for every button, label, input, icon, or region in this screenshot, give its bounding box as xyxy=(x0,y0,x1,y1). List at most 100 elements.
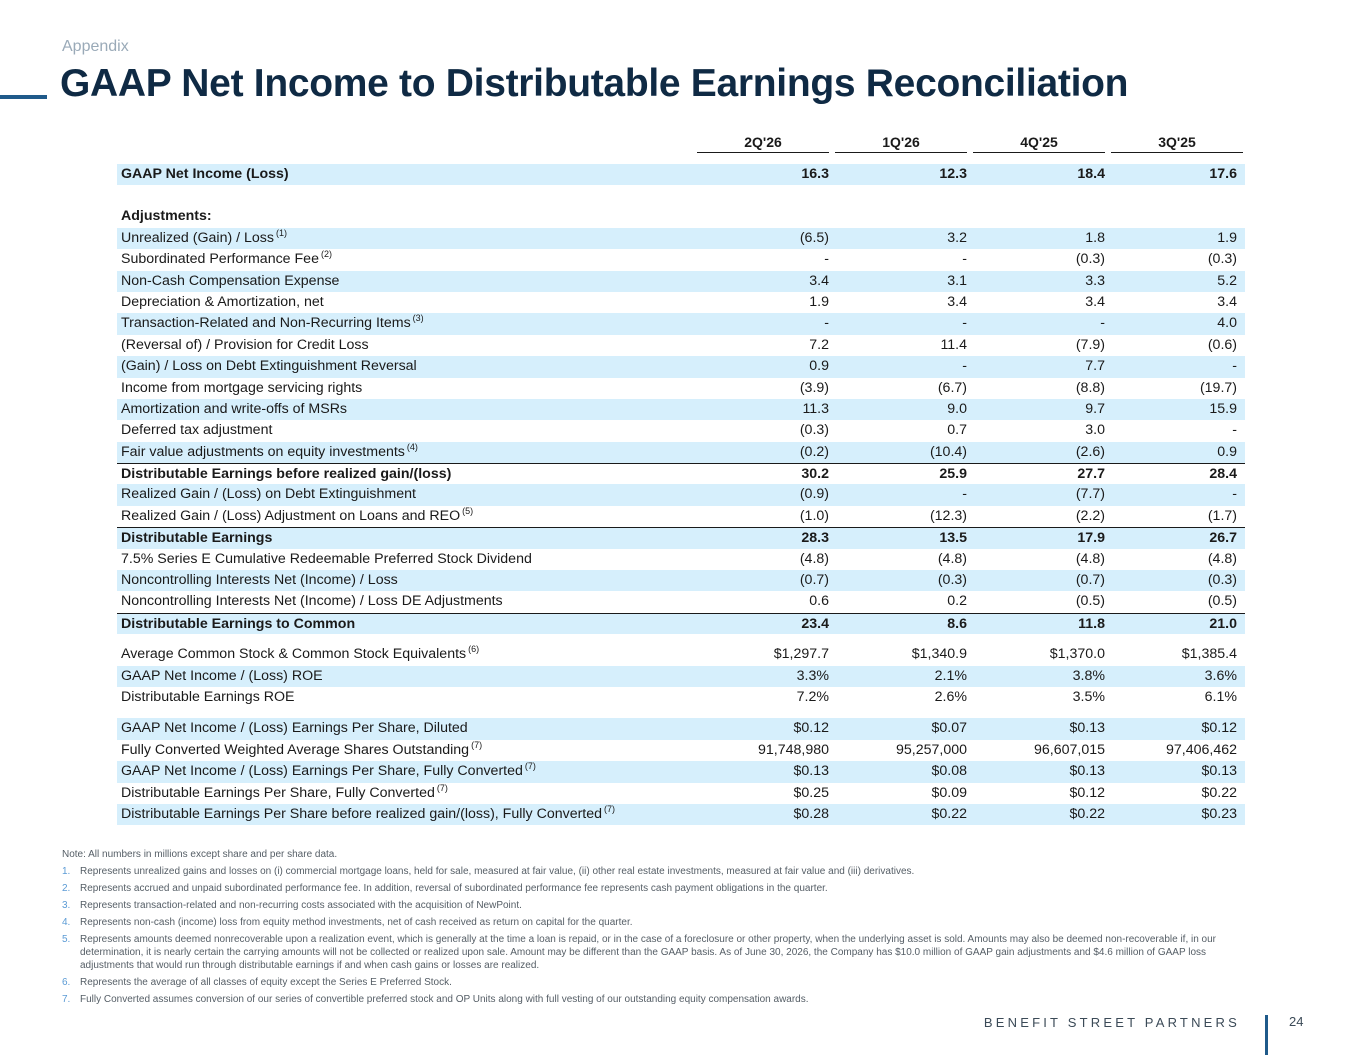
de-to-common-row: Distributable Earnings to Common 23.4 8.6 1… xyxy=(117,612,1245,635)
row-value: 0.7 xyxy=(947,422,967,439)
row-label: Realized Gain / (Loss) Adjustment on Loa… xyxy=(121,506,473,527)
row-label: 7.5% Series E Cumulative Redeemable Pref… xyxy=(121,549,532,570)
row-label-text: Realized Gain / (Loss) Adjustment on Loa… xyxy=(121,507,461,524)
row-label: GAAP Net Income / (Loss) Earnings Per Sh… xyxy=(121,761,536,782)
row-value: 18.4 xyxy=(1077,166,1105,182)
row-label: Non-Cash Compensation Expense xyxy=(121,271,339,292)
footnote-ref: (1) xyxy=(275,227,287,238)
row-value: (0.2) xyxy=(799,443,829,460)
row-value: 3.4 xyxy=(809,272,829,289)
row-label-text: Distributable Earnings ROE xyxy=(121,688,295,705)
row-value: $0.23 xyxy=(1201,805,1237,822)
row-label-text: GAAP Net Income (Loss) xyxy=(121,166,289,182)
row-value: 26.7 xyxy=(1209,530,1237,547)
row-value: (0.9) xyxy=(799,486,829,503)
row-label: Unrealized (Gain) / Loss (1) xyxy=(121,228,287,249)
row-value: 0.6 xyxy=(809,593,829,610)
footnote-number: 6. xyxy=(62,977,71,988)
row-label: (Reversal of) / Provision for Credit Los… xyxy=(121,335,369,356)
row-value: 3.1 xyxy=(947,272,967,289)
row-value: 3.2 xyxy=(947,229,967,246)
row-value: $1,370.0 xyxy=(1049,646,1105,663)
row-value: 11.8 xyxy=(1078,615,1105,632)
footnote-text: Fully Converted assumes conversion of ou… xyxy=(80,994,809,1005)
row-value: 96,607,015 xyxy=(1033,741,1105,758)
table-row: Fair value adjustments on equity investm… xyxy=(117,441,1245,464)
row-label-text: Noncontrolling Interests Net (Income) / … xyxy=(121,572,398,589)
row-value: $0.22 xyxy=(1069,805,1105,822)
table-row: Subordinated Performance Fee (2) - - (0.3) (0… xyxy=(117,249,1245,270)
footnote-number: 1. xyxy=(62,866,71,877)
row-label-text: Average Common Stock & Common Stock Equi… xyxy=(121,646,467,663)
footer-brand: BENEFIT STREET PARTNERS xyxy=(983,1015,1240,1030)
row-label: Amortization and write-offs of MSRs xyxy=(121,399,347,420)
row-spacer xyxy=(117,708,1245,718)
table-row: Realized Gain / (Loss) Adjustment on Loa… xyxy=(117,506,1245,527)
row-label: Distributable Earnings Per Share before … xyxy=(121,804,615,825)
row-value: 25.9 xyxy=(939,466,967,483)
row-label-text: Non-Cash Compensation Expense xyxy=(121,272,340,289)
row-label-text: Transaction-Related and Non-Recurring It… xyxy=(121,315,411,332)
row-value: 15.9 xyxy=(1209,400,1237,417)
row-label-text: Amortization and write-offs of MSRs xyxy=(121,400,348,417)
row-value: 17.6 xyxy=(1209,166,1237,182)
row-value: (7.9) xyxy=(1075,336,1105,353)
row-value: $0.13 xyxy=(793,763,829,780)
footnotes: Note: All numbers in millions except sha… xyxy=(62,848,1262,1010)
row-label: (Gain) / Loss on Debt Extinguishment Rev… xyxy=(121,356,417,377)
row-value: 28.3 xyxy=(801,530,829,547)
row-value: (0.3) xyxy=(937,572,967,589)
row-value: $0.22 xyxy=(931,805,967,822)
row-spacer xyxy=(117,634,1245,644)
row-value: $0.07 xyxy=(931,720,967,737)
row-value: $0.13 xyxy=(1069,720,1105,737)
footnote-number: 7. xyxy=(62,994,71,1005)
row-value: (4.8) xyxy=(1075,550,1105,567)
row-value: (0.3) xyxy=(799,422,829,439)
row-value: 17.9 xyxy=(1077,530,1105,547)
row-label-text: Unrealized (Gain) / Loss xyxy=(121,229,274,246)
table-row: Non-Cash Compensation Expense 3.4 3.1 3.3 5.… xyxy=(117,270,1245,292)
row-label: Deferred tax adjustment xyxy=(121,420,272,441)
row-label: Realized Gain / (Loss) on Debt Extinguis… xyxy=(121,484,416,505)
row-label-text: Distributable Earnings to Common xyxy=(121,615,356,632)
row-value: - xyxy=(1100,315,1105,332)
page-title: GAAP Net Income to Distributable Earning… xyxy=(60,62,1129,105)
row-label-text: Deferred tax adjustment xyxy=(121,422,273,439)
column-header: 1Q'26 xyxy=(835,134,967,153)
row-value: - xyxy=(962,358,967,375)
table-row: GAAP Net Income / (Loss) ROE 3.3% 2.1% 3.8%… xyxy=(117,665,1245,687)
row-value: $1,385.4 xyxy=(1181,646,1237,663)
row-value: 3.0 xyxy=(1085,422,1105,439)
row-value: 0.9 xyxy=(809,358,829,375)
table-row: Noncontrolling Interests Net (Income) / … xyxy=(117,570,1245,592)
row-value: (19.7) xyxy=(1199,379,1237,396)
row-value: 11.3 xyxy=(802,400,829,417)
footnote-item: 5. Represents amounts deemed nonrecoverab… xyxy=(62,933,1262,972)
row-label-text: GAAP Net Income / (Loss) Earnings Per Sh… xyxy=(121,720,468,737)
row-value: 11.4 xyxy=(940,336,967,353)
reconciliation-table: 2Q'26 1Q'26 4Q'25 3Q'25 GAAP Net Income (Los… xyxy=(117,134,1245,826)
row-value: $0.12 xyxy=(793,720,829,737)
row-value: 2.1% xyxy=(934,667,967,684)
row-value: (6.7) xyxy=(937,379,967,396)
footnote-ref: (6) xyxy=(468,644,480,655)
footnote-item: 4. Represents non-cash (income) loss from… xyxy=(62,916,1262,929)
table-row: Depreciation & Amortization, net 1.9 3.4 3.… xyxy=(117,292,1245,313)
adjustments-heading: Adjustments: xyxy=(117,206,1245,227)
row-label: Noncontrolling Interests Net (Income) / … xyxy=(121,570,398,591)
row-label: Transaction-Related and Non-Recurring It… xyxy=(121,313,424,334)
row-value: $0.28 xyxy=(793,805,829,822)
table-row: (Gain) / Loss on Debt Extinguishment Rev… xyxy=(117,356,1245,378)
column-header: 3Q'25 xyxy=(1111,134,1243,153)
row-label-text: (Reversal of) / Provision for Credit Los… xyxy=(121,336,369,353)
row-label-text: GAAP Net Income / (Loss) Earnings Per Sh… xyxy=(121,763,523,780)
row-value: (4.8) xyxy=(1207,550,1237,567)
row-value: (10.4) xyxy=(929,443,967,460)
row-label: Subordinated Performance Fee (2) xyxy=(121,249,332,270)
row-value: (0.3) xyxy=(1207,251,1237,268)
row-label: GAAP Net Income / (Loss) Earnings Per Sh… xyxy=(121,718,468,739)
row-value: 3.5% xyxy=(1072,688,1105,705)
distributable-earnings-row: Distributable Earnings 28.3 13.5 17.9 26.7 xyxy=(117,527,1245,549)
footnote-text: Represents non-cash (income) loss from e… xyxy=(80,917,633,928)
